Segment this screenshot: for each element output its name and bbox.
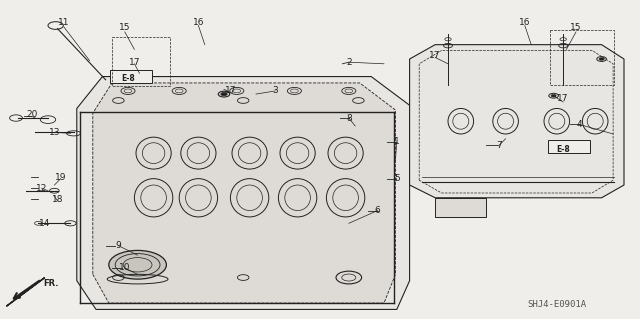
Ellipse shape (551, 94, 556, 97)
Polygon shape (93, 83, 396, 303)
Text: 15: 15 (119, 23, 131, 32)
FancyBboxPatch shape (110, 70, 152, 83)
Text: 2: 2 (346, 58, 351, 67)
Ellipse shape (599, 58, 604, 60)
Text: 14: 14 (39, 219, 51, 228)
Text: SHJ4-E0901A: SHJ4-E0901A (527, 300, 586, 309)
Polygon shape (6, 278, 45, 306)
Polygon shape (77, 77, 410, 309)
Text: 20: 20 (26, 110, 38, 119)
Text: 8: 8 (346, 114, 351, 122)
Ellipse shape (109, 250, 166, 279)
Text: 17: 17 (225, 86, 236, 95)
Text: 1: 1 (394, 137, 399, 146)
Text: 12: 12 (36, 184, 47, 193)
Text: 17: 17 (429, 51, 441, 60)
Text: 9: 9 (116, 241, 121, 250)
Text: 15: 15 (570, 23, 582, 32)
Text: E-8: E-8 (121, 74, 135, 83)
Text: 16: 16 (519, 18, 531, 27)
Ellipse shape (136, 77, 143, 80)
Text: 17: 17 (129, 58, 140, 67)
Ellipse shape (221, 93, 227, 96)
Text: 13: 13 (49, 128, 60, 137)
Text: 19: 19 (55, 173, 67, 182)
Text: FR.: FR. (44, 279, 59, 288)
Text: 18: 18 (52, 195, 63, 204)
Text: 6: 6 (375, 206, 380, 215)
Polygon shape (435, 198, 486, 217)
Text: E-8: E-8 (556, 145, 570, 154)
FancyBboxPatch shape (548, 140, 590, 153)
Text: 7: 7 (497, 141, 502, 150)
Text: 3: 3 (273, 86, 278, 95)
Text: 5: 5 (394, 174, 399, 183)
Text: 10: 10 (119, 263, 131, 272)
Text: 11: 11 (58, 18, 70, 27)
Text: 4: 4 (577, 120, 582, 129)
Polygon shape (410, 45, 624, 198)
Text: 16: 16 (193, 18, 204, 27)
Text: 17: 17 (557, 94, 569, 103)
